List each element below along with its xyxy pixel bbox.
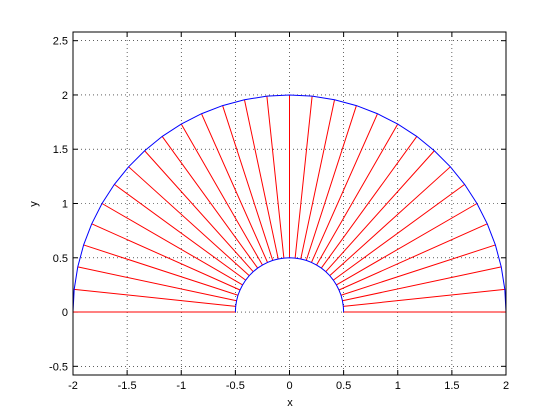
x-tick-label: 1.5 — [444, 380, 459, 392]
x-axis-label: x — [287, 397, 293, 409]
x-tick-label: -0.5 — [226, 380, 245, 392]
x-tick-label: -1 — [176, 380, 186, 392]
y-tick-label: 1 — [62, 199, 68, 211]
y-tick-label: 2.5 — [53, 36, 68, 48]
x-tick-label: -2 — [68, 380, 78, 392]
line — [73, 94, 506, 313]
y-tick-label: 2 — [62, 90, 68, 102]
y-tick-label: -0.5 — [49, 361, 68, 373]
x-tick-label: 0 — [286, 380, 292, 392]
y-tick-label: 0 — [62, 307, 68, 319]
plot-frame — [72, 31, 507, 376]
x-tick-label: 0.5 — [336, 380, 351, 392]
y-tick-label: 0.5 — [53, 253, 68, 265]
x-tick-label: 1 — [395, 380, 401, 392]
y-tick-label: 1.5 — [53, 144, 68, 156]
x-tick-label: 2 — [503, 380, 509, 392]
line — [72, 94, 507, 313]
x-tick-label: -1.5 — [118, 380, 137, 392]
line — [234, 257, 345, 313]
y-axis-label: y — [28, 201, 40, 207]
